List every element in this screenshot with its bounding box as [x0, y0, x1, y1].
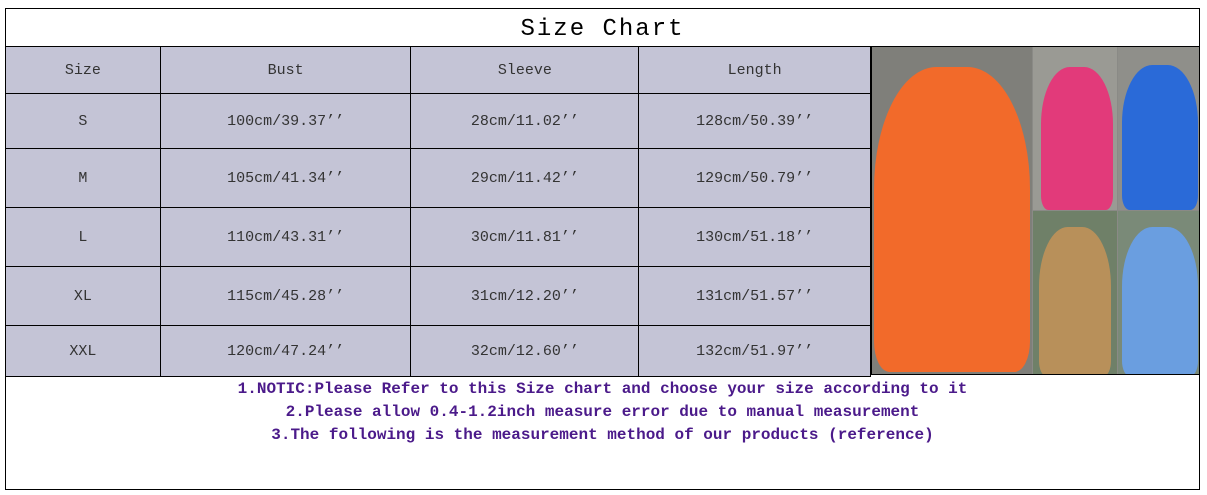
table-row: L 110cm/43.31’’ 30cm/11.81’’ 130cm/51.18’’ [5, 207, 871, 267]
cell-size: L [5, 207, 161, 267]
cell-size: S [5, 93, 161, 149]
photo-tan-dress [1033, 211, 1117, 374]
header-size: Size [5, 46, 161, 94]
photo-light-blue-dress [1118, 211, 1199, 374]
cell-bust: 115cm/45.28’’ [159, 266, 412, 326]
product-photo-collage [871, 46, 1200, 375]
page-title: Size Chart [520, 16, 685, 43]
table-row: XL 115cm/45.28’’ 31cm/12.20’’ 131cm/51.57’’ [5, 266, 871, 326]
cell-size: M [5, 148, 161, 208]
cell-sleeve: 30cm/11.81’’ [410, 207, 640, 267]
cell-sleeve: 31cm/12.20’’ [410, 266, 640, 326]
cell-sleeve: 28cm/11.02’’ [410, 93, 640, 149]
cell-bust: 120cm/47.24’’ [159, 325, 412, 377]
photo-orange-dress [872, 47, 1032, 374]
cell-bust: 105cm/41.34’’ [159, 148, 412, 208]
notes: 1.NOTIC:Please Refer to this Size chart … [5, 378, 1200, 447]
cell-length: 132cm/51.97’’ [638, 325, 871, 377]
photo-blue-dress [1118, 47, 1199, 210]
cell-bust: 100cm/39.37’’ [159, 93, 412, 149]
blue-dress [1122, 65, 1198, 210]
cell-sleeve: 29cm/11.42’’ [410, 148, 640, 208]
note-1: 1.NOTIC:Please Refer to this Size chart … [237, 380, 968, 398]
cell-bust: 110cm/43.31’’ [159, 207, 412, 267]
orange-dress [874, 67, 1030, 372]
cell-length: 131cm/51.57’’ [638, 266, 871, 326]
cell-length: 129cm/50.79’’ [638, 148, 871, 208]
note-3: 3.The following is the measurement metho… [271, 426, 934, 444]
cell-length: 130cm/51.18’’ [638, 207, 871, 267]
header-bust: Bust [159, 46, 412, 94]
pink-dress [1041, 67, 1113, 210]
header-sleeve: Sleeve [410, 46, 640, 94]
table-row: M 105cm/41.34’’ 29cm/11.42’’ 129cm/50.79’’ [5, 148, 871, 208]
table-header-row: Size Bust Sleeve Length [5, 46, 871, 94]
table-row: XXL 120cm/47.24’’ 32cm/12.60’’ 132cm/51.97’… [5, 325, 871, 377]
tan-dress [1039, 227, 1111, 374]
header-length: Length [638, 46, 871, 94]
size-table: Size Bust Sleeve Length S 100cm/39.37’’ 28… [5, 46, 871, 377]
photo-pink-dress [1033, 47, 1117, 210]
cell-size: XXL [5, 325, 161, 377]
note-2: 2.Please allow 0.4-1.2inch measure error… [285, 403, 920, 421]
cell-length: 128cm/50.39’’ [638, 93, 871, 149]
cell-sleeve: 32cm/12.60’’ [410, 325, 640, 377]
table-row: S 100cm/39.37’’ 28cm/11.02’’ 128cm/50.39’’ [5, 93, 871, 149]
cell-size: XL [5, 266, 161, 326]
light-blue-dress [1122, 227, 1198, 374]
